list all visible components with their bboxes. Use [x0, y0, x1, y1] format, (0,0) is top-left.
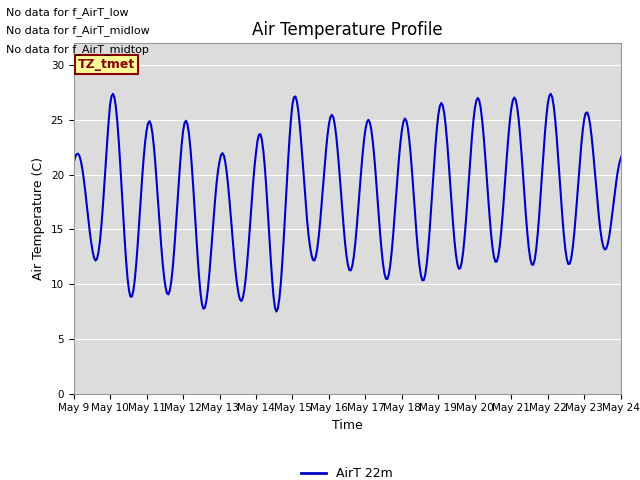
Text: No data for f_AirT_low: No data for f_AirT_low [6, 7, 129, 18]
X-axis label: Time: Time [332, 419, 363, 432]
Text: No data for f_AirT_midlow: No data for f_AirT_midlow [6, 25, 150, 36]
Text: No data for f_AirT_midtop: No data for f_AirT_midtop [6, 44, 149, 55]
Text: TZ_tmet: TZ_tmet [78, 58, 135, 71]
Legend: AirT 22m: AirT 22m [296, 462, 398, 480]
Y-axis label: Air Temperature (C): Air Temperature (C) [32, 157, 45, 280]
Title: Air Temperature Profile: Air Temperature Profile [252, 21, 442, 39]
